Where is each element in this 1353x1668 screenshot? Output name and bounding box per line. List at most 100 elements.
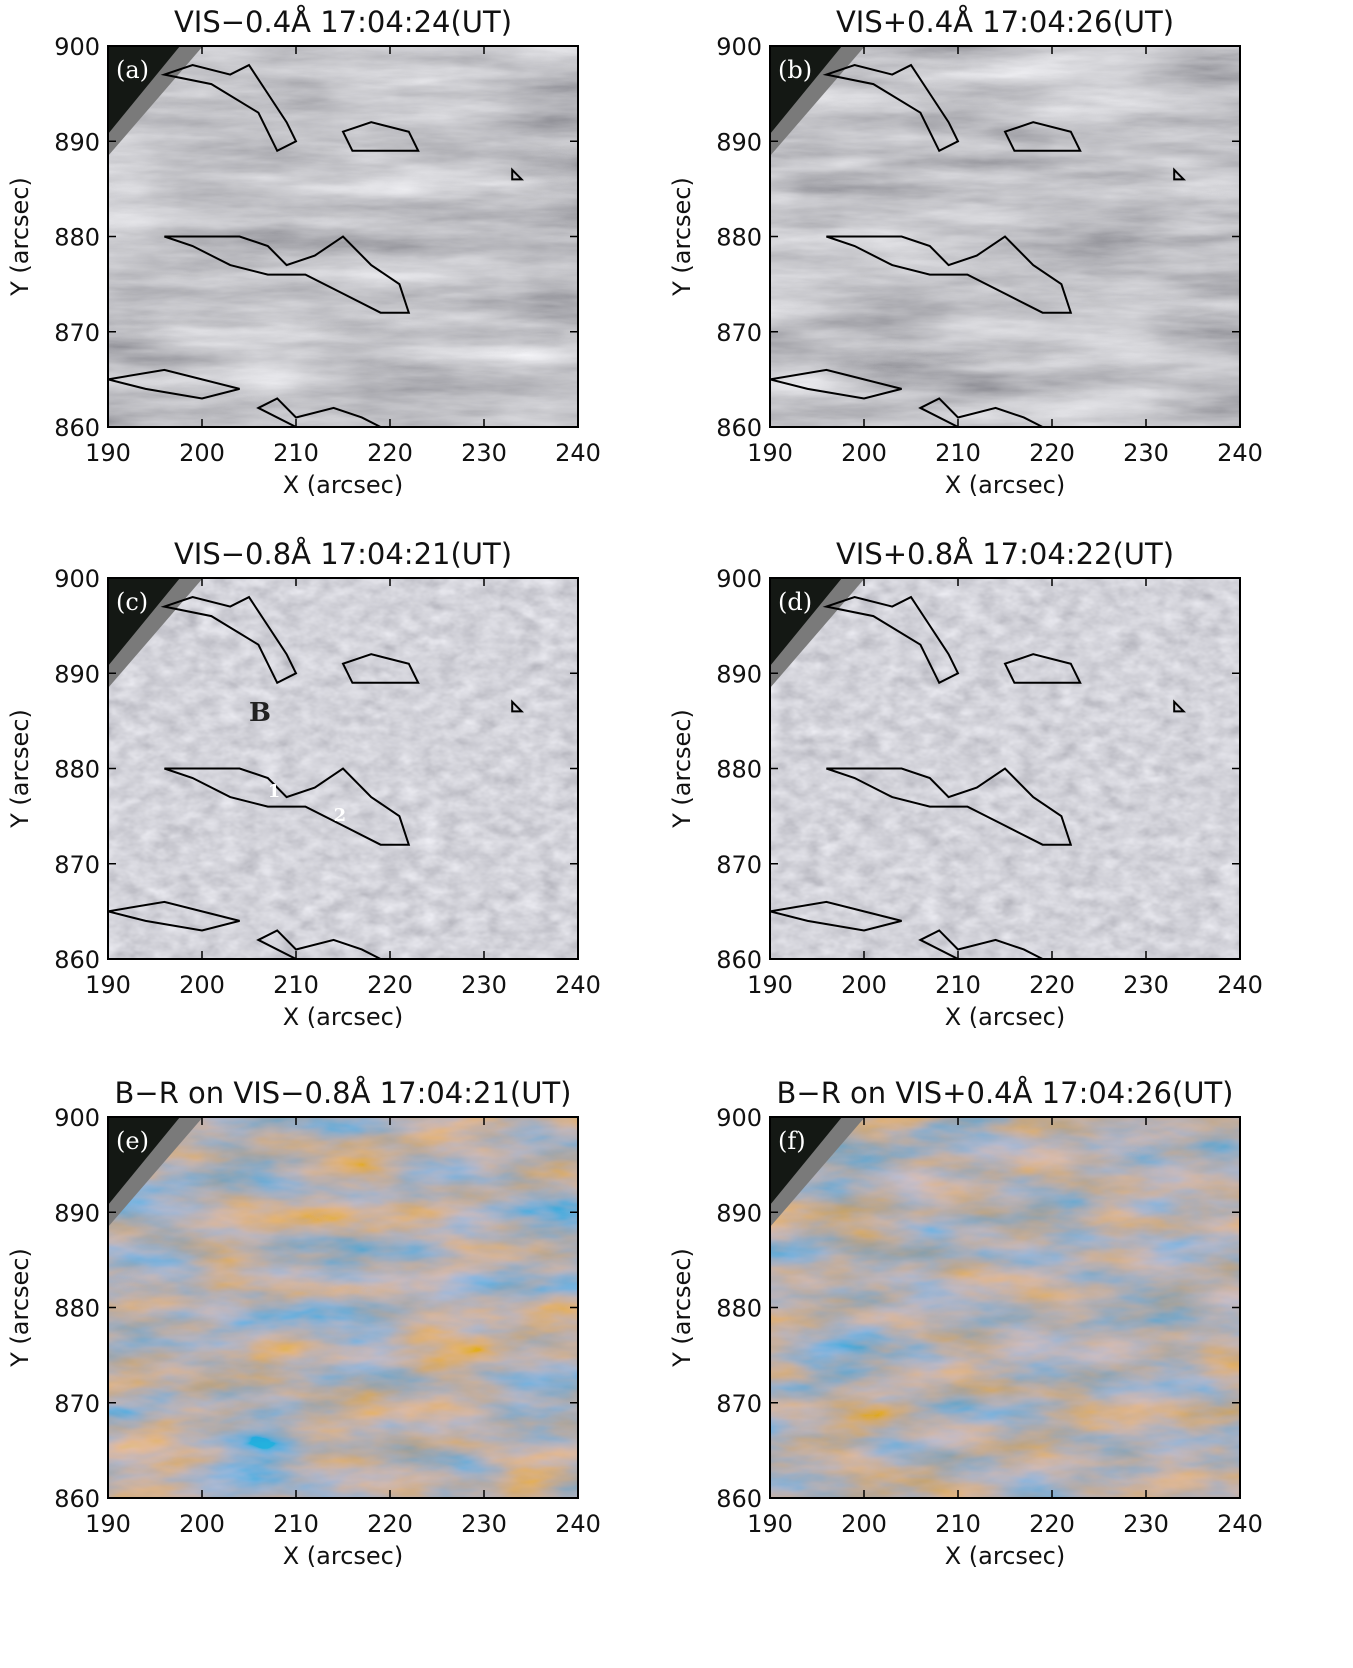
y-tick-label: 900: [54, 1104, 100, 1132]
contour: [108, 900, 240, 932]
x-tick-label: 190: [747, 1510, 793, 1538]
panel-label: (b): [778, 56, 812, 84]
y-tick-label: 900: [716, 1104, 762, 1132]
panel: (e) B−R on VIS−0.8Å 17:04:21(UT) 190 200 210…: [6, 1076, 601, 1570]
annotation: 2: [334, 805, 347, 826]
contour: [1003, 653, 1082, 684]
contour: [770, 900, 902, 932]
x-tick-label: 240: [555, 439, 601, 467]
x-tick-label: 220: [1029, 971, 1075, 999]
panel-label: (e): [116, 1127, 149, 1155]
x-tick-label: 240: [1217, 1510, 1263, 1538]
x-tick-label: 200: [841, 439, 887, 467]
x-tick-label: 240: [1217, 439, 1263, 467]
x-tick-label: 210: [935, 439, 981, 467]
panel-title: B−R on VIS−0.8Å 17:04:21(UT): [115, 1076, 572, 1110]
y-tick-label: 860: [54, 414, 100, 442]
x-tick-label: 230: [1123, 1510, 1169, 1538]
annotation: B: [249, 698, 271, 728]
y-tick-label: 900: [716, 33, 762, 61]
x-tick-label: 240: [555, 1510, 601, 1538]
x-tick-label: 220: [367, 1510, 413, 1538]
contour: [918, 397, 1044, 427]
image: [770, 578, 1240, 959]
x-tick-label: 200: [179, 1510, 225, 1538]
annotation: 1: [268, 781, 281, 802]
x-tick-label: 230: [461, 971, 507, 999]
x-axis-label: X (arcsec): [283, 1003, 404, 1031]
panel: (f) B−R on VIS+0.4Å 17:04:26(UT) 190 200 210…: [668, 1076, 1263, 1570]
y-tick-label: 870: [716, 319, 762, 347]
x-axis-label: X (arcsec): [283, 1542, 404, 1570]
image-overlay: [770, 1117, 1240, 1498]
y-tick-label: 900: [54, 33, 100, 61]
panel-title: B−R on VIS+0.4Å 17:04:26(UT): [777, 1076, 1234, 1110]
x-tick-label: 220: [1029, 439, 1075, 467]
y-axis-label: Y (arcsec): [668, 1248, 696, 1368]
contour: [160, 63, 298, 153]
panel-label: (d): [778, 588, 812, 616]
y-tick-label: 900: [716, 565, 762, 593]
x-tick-label: 210: [273, 439, 319, 467]
image-texture: [770, 1117, 1240, 1498]
y-tick-label: 860: [716, 1485, 762, 1513]
image: [770, 1117, 1240, 1498]
x-tick-label: 230: [461, 439, 507, 467]
contour: [511, 167, 524, 181]
y-tick-label: 890: [54, 660, 100, 688]
image: [108, 46, 578, 427]
contour: [1173, 699, 1186, 713]
panel-label: (a): [116, 56, 149, 84]
x-tick-label: 240: [555, 971, 601, 999]
y-tick-label: 890: [716, 660, 762, 688]
y-tick-label: 870: [716, 851, 762, 879]
panel-title: VIS−0.8Å 17:04:21(UT): [174, 537, 512, 571]
contour: [826, 767, 1073, 846]
y-tick-label: 880: [716, 1295, 762, 1323]
y-tick-label: 880: [716, 756, 762, 784]
y-tick-label: 870: [54, 851, 100, 879]
x-tick-label: 210: [935, 1510, 981, 1538]
x-tick-label: 230: [461, 1510, 507, 1538]
y-axis-label: Y (arcsec): [668, 709, 696, 829]
y-tick-label: 890: [716, 128, 762, 156]
contour: [511, 699, 524, 713]
image: [770, 46, 1240, 427]
x-tick-label: 220: [367, 971, 413, 999]
contour: [826, 235, 1073, 314]
x-tick-label: 220: [367, 439, 413, 467]
panel-title: VIS+0.8Å 17:04:22(UT): [836, 537, 1174, 571]
contour: [256, 929, 382, 959]
contour: [1173, 167, 1186, 181]
panel: (b) VIS+0.4Å 17:04:26(UT) 190 200 210 220 230 2…: [668, 5, 1263, 499]
x-tick-label: 210: [935, 971, 981, 999]
y-tick-label: 860: [716, 946, 762, 974]
image: [108, 1117, 578, 1498]
panel-label: (f): [778, 1127, 806, 1155]
image-corner: [108, 46, 180, 134]
image-corner: [770, 46, 842, 134]
panel-title: VIS+0.4Å 17:04:26(UT): [836, 5, 1174, 39]
y-tick-label: 890: [716, 1199, 762, 1227]
contour: [822, 595, 960, 685]
x-tick-label: 190: [85, 439, 131, 467]
contour: [341, 121, 420, 152]
x-tick-label: 200: [841, 1510, 887, 1538]
panel: (c) VIS−0.8Å 17:04:21(UT) 190 200 210 220 230 2…: [6, 537, 601, 1031]
y-tick-label: 880: [716, 224, 762, 252]
image: [108, 578, 578, 959]
x-tick-label: 190: [747, 439, 793, 467]
y-tick-label: 860: [716, 414, 762, 442]
y-axis-label: Y (arcsec): [668, 177, 696, 297]
contour: [918, 929, 1044, 959]
x-tick-label: 200: [179, 439, 225, 467]
x-tick-label: 240: [1217, 971, 1263, 999]
image-corner: [108, 578, 180, 666]
y-tick-label: 880: [54, 1295, 100, 1323]
x-tick-label: 230: [1123, 439, 1169, 467]
y-axis-label: Y (arcsec): [6, 1248, 34, 1368]
contour: [160, 595, 298, 685]
x-tick-label: 230: [1123, 971, 1169, 999]
contour: [164, 235, 411, 314]
